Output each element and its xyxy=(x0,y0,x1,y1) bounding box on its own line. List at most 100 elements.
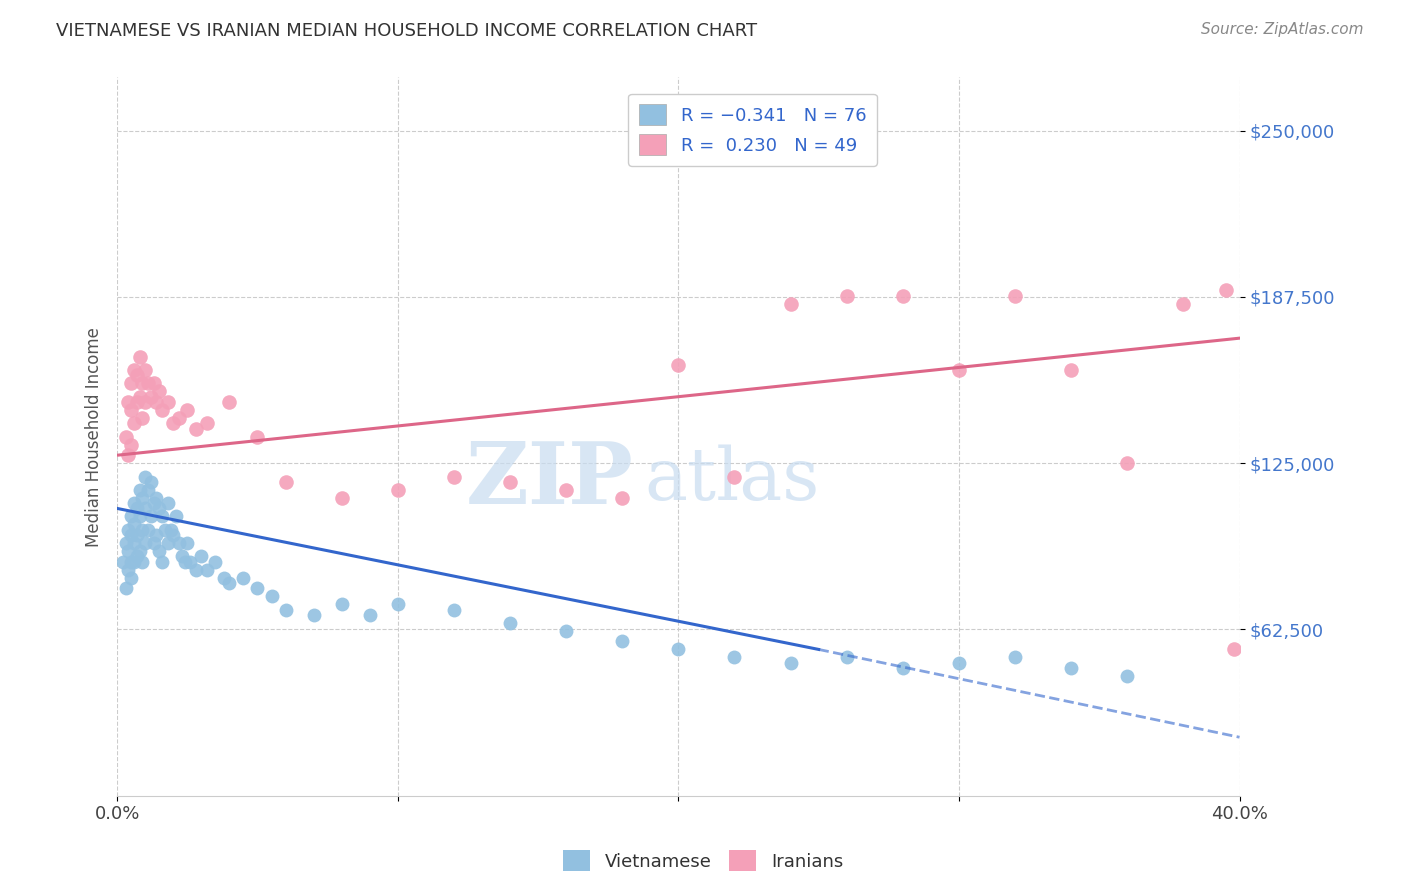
Point xyxy=(204,555,226,569)
Point xyxy=(139,390,162,404)
Point xyxy=(125,528,148,542)
Point xyxy=(779,656,801,670)
Point xyxy=(723,469,745,483)
Point xyxy=(499,475,522,489)
Point xyxy=(122,417,145,431)
Point xyxy=(218,395,240,409)
Point xyxy=(111,555,134,569)
Point xyxy=(131,491,153,505)
Point xyxy=(891,661,914,675)
Point xyxy=(125,395,148,409)
Point xyxy=(162,528,184,542)
Point xyxy=(148,384,170,399)
Text: atlas: atlas xyxy=(645,444,820,515)
Point xyxy=(136,523,159,537)
Point xyxy=(156,536,179,550)
Point xyxy=(120,509,142,524)
Point xyxy=(246,581,269,595)
Point xyxy=(167,411,190,425)
Point xyxy=(1173,296,1195,310)
Point xyxy=(125,501,148,516)
Point xyxy=(134,395,156,409)
Point xyxy=(142,536,165,550)
Point xyxy=(134,469,156,483)
Point xyxy=(136,483,159,497)
Legend: Vietnamese, Iranians: Vietnamese, Iranians xyxy=(555,843,851,879)
Point xyxy=(128,509,150,524)
Point xyxy=(1004,650,1026,665)
Point xyxy=(134,536,156,550)
Point xyxy=(120,437,142,451)
Point xyxy=(218,576,240,591)
Point xyxy=(162,417,184,431)
Point xyxy=(145,491,167,505)
Point xyxy=(128,350,150,364)
Text: Source: ZipAtlas.com: Source: ZipAtlas.com xyxy=(1201,22,1364,37)
Point xyxy=(117,523,139,537)
Point xyxy=(122,536,145,550)
Point xyxy=(117,563,139,577)
Point xyxy=(330,491,353,505)
Point xyxy=(131,376,153,391)
Point xyxy=(1116,669,1139,683)
Point xyxy=(835,650,858,665)
Point xyxy=(131,555,153,569)
Point xyxy=(125,368,148,383)
Point xyxy=(948,363,970,377)
Point xyxy=(131,523,153,537)
Point xyxy=(136,376,159,391)
Point xyxy=(131,411,153,425)
Point xyxy=(1215,283,1237,297)
Point xyxy=(184,422,207,436)
Point xyxy=(359,607,381,622)
Point xyxy=(153,523,176,537)
Point xyxy=(387,483,409,497)
Point xyxy=(148,501,170,516)
Point xyxy=(1223,642,1246,657)
Point xyxy=(117,448,139,462)
Point xyxy=(302,607,325,622)
Point xyxy=(723,650,745,665)
Point xyxy=(114,581,136,595)
Point xyxy=(612,491,634,505)
Point xyxy=(114,536,136,550)
Point xyxy=(114,429,136,443)
Point xyxy=(184,563,207,577)
Point xyxy=(612,634,634,648)
Point xyxy=(330,597,353,611)
Point xyxy=(666,642,689,657)
Point xyxy=(555,483,578,497)
Point xyxy=(150,509,173,524)
Point xyxy=(1060,661,1083,675)
Point xyxy=(443,469,465,483)
Point xyxy=(120,555,142,569)
Point xyxy=(128,390,150,404)
Point xyxy=(120,403,142,417)
Point xyxy=(779,296,801,310)
Point xyxy=(387,597,409,611)
Point xyxy=(555,624,578,638)
Point xyxy=(1004,288,1026,302)
Point xyxy=(122,496,145,510)
Point xyxy=(148,544,170,558)
Point xyxy=(891,288,914,302)
Point xyxy=(145,528,167,542)
Text: VIETNAMESE VS IRANIAN MEDIAN HOUSEHOLD INCOME CORRELATION CHART: VIETNAMESE VS IRANIAN MEDIAN HOUSEHOLD I… xyxy=(56,22,758,40)
Point xyxy=(125,549,148,564)
Point xyxy=(150,403,173,417)
Y-axis label: Median Household Income: Median Household Income xyxy=(86,326,103,547)
Point xyxy=(165,509,187,524)
Point xyxy=(145,395,167,409)
Point xyxy=(128,483,150,497)
Point xyxy=(139,475,162,489)
Point xyxy=(232,571,254,585)
Point xyxy=(134,363,156,377)
Point xyxy=(150,555,173,569)
Point xyxy=(122,363,145,377)
Point xyxy=(156,496,179,510)
Point xyxy=(260,589,283,603)
Point xyxy=(176,403,198,417)
Point xyxy=(142,496,165,510)
Point xyxy=(274,602,297,616)
Point xyxy=(499,615,522,630)
